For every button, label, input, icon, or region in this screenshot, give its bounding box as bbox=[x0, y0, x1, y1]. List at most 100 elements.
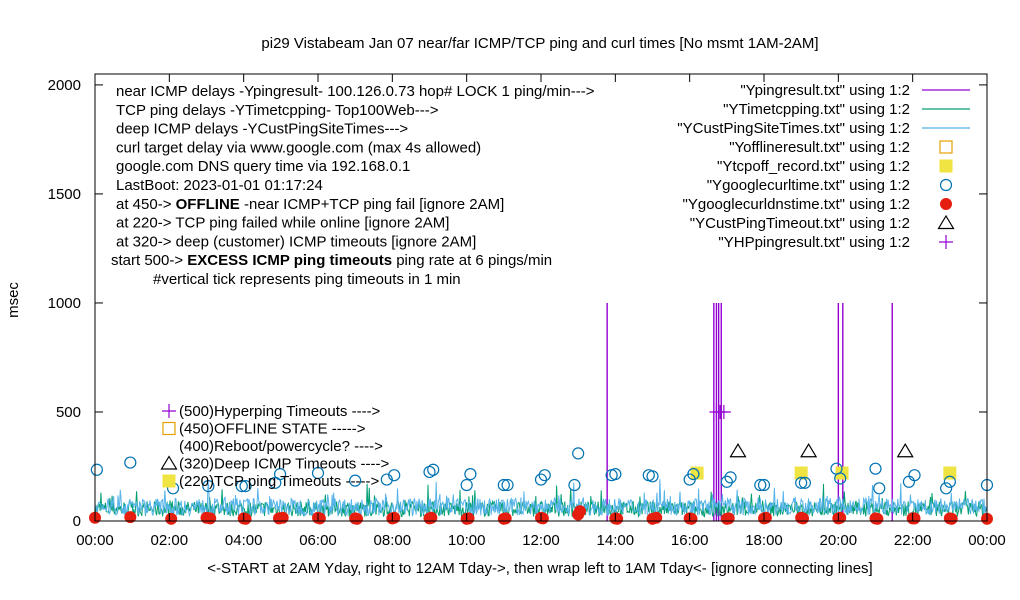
point-4-16 bbox=[497, 478, 510, 492]
point-3-1 bbox=[794, 466, 808, 480]
x-tick-label: 20:00 bbox=[820, 532, 858, 549]
annotation-notes: near ICMP delays -Ypingresult- 100.126.0… bbox=[111, 83, 595, 288]
point-5-6 bbox=[239, 512, 252, 525]
point-4-37 bbox=[873, 482, 886, 495]
point-4-20 bbox=[568, 478, 581, 492]
legend-label: "Ygooglecurldnstime.txt" using 1:2 bbox=[683, 196, 910, 213]
x-tick-label: 00:00 bbox=[76, 532, 114, 549]
legend-label: "YHPpingresult.txt" using 1:2 bbox=[718, 234, 910, 251]
key-annotation-label: (220)TCP ping Timeouts -----> bbox=[179, 473, 379, 490]
plot-area bbox=[89, 302, 994, 525]
point-5-28 bbox=[650, 511, 663, 524]
key-marker bbox=[162, 421, 176, 436]
note-line: deep ICMP delays -YCustPingSiteTimes---> bbox=[116, 121, 408, 138]
point-4-5 bbox=[239, 480, 252, 493]
point-4-4 bbox=[235, 480, 248, 493]
point-4-13 bbox=[427, 463, 440, 476]
point-5-8 bbox=[276, 511, 289, 524]
key-annotation-label: (450)OFFLINE STATE -----> bbox=[179, 421, 366, 438]
key-annotation-label: (320)Deep ICMP Timeouts ----> bbox=[179, 456, 389, 473]
x-tick-label: 04:00 bbox=[225, 532, 263, 549]
point-4-41 bbox=[943, 475, 956, 488]
point-5-20 bbox=[499, 512, 512, 525]
legend-marker bbox=[939, 235, 953, 249]
x-axis-label: <-START at 2AM Yday, right to 12AM Tday-… bbox=[207, 560, 872, 577]
y-tick-label: 1000 bbox=[48, 295, 81, 312]
key-annotation-label: (500)Hyperping Timeouts ----> bbox=[179, 403, 381, 420]
point-4-14 bbox=[460, 478, 473, 492]
legend-marker bbox=[939, 178, 953, 192]
legend-label: "Ypingresult.txt" using 1:2 bbox=[740, 82, 910, 99]
x-tick-label: 16:00 bbox=[671, 532, 709, 549]
point-5-2 bbox=[165, 512, 178, 525]
point-5-42 bbox=[908, 512, 921, 525]
legend-marker bbox=[940, 198, 952, 210]
point-5-22 bbox=[536, 512, 549, 525]
legend-marker bbox=[939, 159, 953, 173]
x-tick-label: 02:00 bbox=[151, 532, 189, 549]
legend-label: "Ygooglecurltime.txt" using 1:2 bbox=[707, 177, 910, 194]
point-3-3 bbox=[943, 466, 957, 480]
point-5-1 bbox=[124, 511, 137, 524]
note-line: LastBoot: 2023-01-01 01:17:24 bbox=[116, 177, 323, 194]
point-4-18 bbox=[534, 473, 548, 486]
point-4-40 bbox=[940, 482, 953, 495]
point-5-44 bbox=[945, 512, 958, 525]
point-4-36 bbox=[869, 462, 882, 475]
point-5-10 bbox=[313, 512, 326, 525]
legend-marker bbox=[937, 214, 955, 230]
y-tick-label: 2000 bbox=[48, 77, 81, 94]
point-5-4 bbox=[204, 512, 217, 525]
x-tick-label: 22:00 bbox=[894, 532, 932, 549]
point-4-30 bbox=[754, 478, 767, 492]
x-tick-label: 10:00 bbox=[448, 532, 486, 549]
axes: 0 500 1000 1500 2000 00:00 02:00 04:00 06:00 08:0… bbox=[48, 73, 1006, 549]
point-5-16 bbox=[425, 511, 438, 524]
x-tick-label: 08:00 bbox=[374, 532, 412, 549]
key-marker bbox=[162, 404, 176, 418]
point-4-32 bbox=[795, 476, 808, 489]
note-line: at 450-> OFFLINE -near ICMP+TCP ping fai… bbox=[116, 196, 504, 213]
point-5-30 bbox=[685, 512, 698, 525]
point-4-3 bbox=[202, 480, 215, 493]
point-4-28 bbox=[720, 475, 733, 488]
legend-label: "YCustPingTimeout.txt" using 1:2 bbox=[690, 215, 910, 232]
point-4-35 bbox=[834, 472, 847, 485]
point-4-19 bbox=[538, 469, 551, 482]
point-5-14 bbox=[388, 511, 401, 524]
note-line: at 220-> TCP ping failed while online [i… bbox=[116, 215, 449, 232]
legend-marker bbox=[939, 140, 953, 154]
key-annotation-label: (400)Reboot/powercycle? ----> bbox=[179, 438, 383, 455]
note-line: #vertical tick represents ping timeouts … bbox=[153, 271, 461, 288]
legend-label: "YCustPingSiteTimes.txt" using 1:2 bbox=[677, 120, 910, 137]
point-5-36 bbox=[797, 512, 810, 525]
point-7-2 bbox=[716, 404, 731, 419]
x-tick-label: 14:00 bbox=[597, 532, 635, 549]
point-4-23 bbox=[609, 468, 622, 481]
note-line: google.com DNS query time via 192.168.0.… bbox=[116, 158, 410, 175]
note-line: TCP ping delays -YTimetcpping- Top100Web… bbox=[116, 102, 439, 119]
legend-label: "Yofflineresult.txt" using 1:2 bbox=[729, 139, 910, 156]
point-4-9 bbox=[349, 474, 362, 487]
point-5-40 bbox=[871, 512, 884, 525]
point-4-7 bbox=[273, 468, 287, 481]
legend-label: "Ytcpoff_record.txt" using 1:2 bbox=[717, 158, 910, 175]
point-5-24 bbox=[574, 505, 587, 518]
legend: "Ypingresult.txt" using 1:2 "YTimetcpping… bbox=[677, 82, 970, 251]
point-4-39 bbox=[908, 469, 921, 482]
chart-title: pi29 Vistabeam Jan 07 near/far ICMP/TCP … bbox=[261, 35, 818, 52]
point-4-21 bbox=[572, 447, 585, 460]
point-5-34 bbox=[759, 511, 772, 524]
point-4-25 bbox=[646, 470, 659, 483]
key-marker bbox=[162, 474, 176, 488]
point-4-10 bbox=[380, 473, 393, 486]
x-tick-label: 18:00 bbox=[745, 532, 783, 549]
point-6-2 bbox=[896, 443, 914, 458]
note-line: at 320-> deep (customer) ICMP timeouts [… bbox=[116, 233, 476, 250]
point-4-27 bbox=[687, 468, 700, 481]
point-4-11 bbox=[388, 469, 401, 482]
point-4-17 bbox=[501, 478, 514, 492]
point-4-8 bbox=[311, 466, 325, 480]
x-tick-label: 00:00 bbox=[968, 532, 1006, 549]
